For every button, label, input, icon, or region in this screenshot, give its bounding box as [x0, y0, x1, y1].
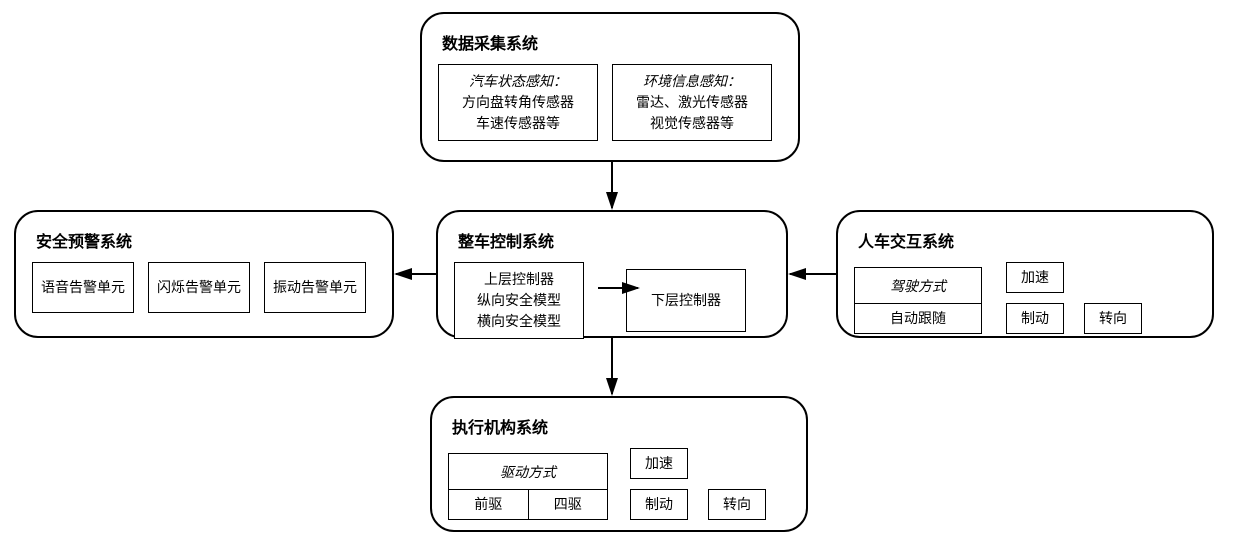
btn-label: 转向	[1099, 310, 1127, 326]
hmi-btn-brake: 制动	[1006, 303, 1064, 334]
act-btn-steer: 转向	[708, 489, 766, 520]
subbox-row: 语音告警单元 闪烁告警单元 振动告警单元	[32, 262, 376, 313]
subbox-flash-warn: 闪烁告警单元	[148, 262, 250, 313]
subbox-line: 下层控制器	[651, 292, 721, 308]
btn-label: 加速	[1021, 269, 1049, 285]
subbox-voice-warn: 语音告警单元	[32, 262, 134, 313]
hmi-content-row: 驾驶方式 自动跟随 加速 制动 转向	[854, 262, 1196, 334]
subbox-lower-controller: 下层控制器	[626, 269, 746, 332]
subbox-env-sense: 环境信息感知： 雷达、激光传感器 视觉传感器等	[612, 64, 772, 141]
node-title: 数据采集系统	[442, 30, 782, 54]
actuator-buttons: 加速 制动 转向	[630, 448, 766, 520]
hmi-btn-steer: 转向	[1084, 303, 1142, 334]
subbox-italic-label: 环境信息感知：	[623, 71, 761, 92]
drive-type-option: 四驱	[529, 490, 608, 519]
subbox-car-state: 汽车状态感知： 方向盘转角传感器 车速传感器等	[438, 64, 598, 141]
btn-label: 加速	[645, 455, 673, 471]
btn-label: 制动	[1021, 310, 1049, 326]
hmi-btn-accel: 加速	[1006, 262, 1064, 293]
subbox-drive-type: 驱动方式 前驱 四驱	[448, 453, 608, 520]
subbox-line: 语音告警单元	[41, 279, 125, 295]
subbox-line: 车速传感器等	[449, 113, 587, 134]
subbox-vib-warn: 振动告警单元	[264, 262, 366, 313]
node-safety-warning: 安全预警系统 语音告警单元 闪烁告警单元 振动告警单元	[14, 210, 394, 338]
actuator-content-row: 驱动方式 前驱 四驱 加速 制动 转向	[448, 448, 790, 520]
subbox-upper-controller: 上层控制器 纵向安全模型 横向安全模型	[454, 262, 584, 339]
subbox-line: 方向盘转角传感器	[449, 92, 587, 113]
btn-label: 转向	[723, 496, 751, 512]
subbox-line: 振动告警单元	[273, 279, 357, 295]
subbox-italic-label: 汽车状态感知：	[449, 71, 587, 92]
subbox-line: 视觉传感器等	[623, 113, 761, 134]
act-btn-brake: 制动	[630, 489, 688, 520]
node-hmi: 人车交互系统 驾驶方式 自动跟随 加速 制动 转向	[836, 210, 1214, 338]
subbox-row: 汽车状态感知： 方向盘转角传感器 车速传感器等 环境信息感知： 雷达、激光传感器…	[438, 64, 782, 141]
subbox-line: 闪烁告警单元	[157, 279, 241, 295]
node-title: 安全预警系统	[36, 228, 376, 252]
drive-mode-option: 自动跟随	[855, 303, 981, 333]
drive-type-option: 前驱	[449, 490, 529, 519]
btn-label: 制动	[645, 496, 673, 512]
subbox-line: 横向安全模型	[465, 311, 573, 332]
node-title: 整车控制系统	[458, 228, 770, 252]
hmi-buttons: 加速 制动 转向	[1006, 262, 1142, 334]
subbox-row: 上层控制器 纵向安全模型 横向安全模型 下层控制器	[454, 262, 770, 339]
node-title: 执行机构系统	[452, 414, 790, 438]
node-data-acquisition: 数据采集系统 汽车状态感知： 方向盘转角传感器 车速传感器等 环境信息感知： 雷…	[420, 12, 800, 162]
node-vehicle-control: 整车控制系统 上层控制器 纵向安全模型 横向安全模型 下层控制器	[436, 210, 788, 338]
subbox-line: 雷达、激光传感器	[623, 92, 761, 113]
subbox-drive-mode: 驾驶方式 自动跟随	[854, 267, 982, 334]
subbox-line: 上层控制器	[465, 269, 573, 290]
node-actuator: 执行机构系统 驱动方式 前驱 四驱 加速 制动 转向	[430, 396, 808, 532]
node-title: 人车交互系统	[858, 228, 1196, 252]
drive-type-label: 驱动方式	[449, 460, 607, 489]
subbox-line: 纵向安全模型	[465, 290, 573, 311]
act-btn-accel: 加速	[630, 448, 688, 479]
drive-mode-label: 驾驶方式	[855, 274, 981, 303]
